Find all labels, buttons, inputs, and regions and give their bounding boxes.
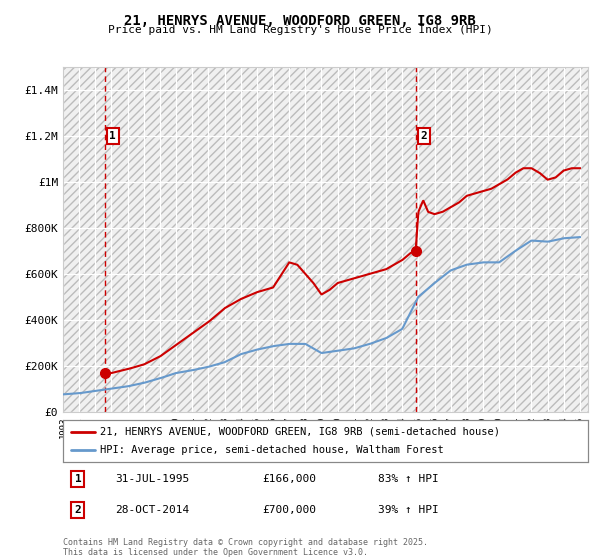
Text: 1: 1: [109, 131, 116, 141]
Text: 39% ↑ HPI: 39% ↑ HPI: [378, 505, 439, 515]
Text: £166,000: £166,000: [263, 474, 317, 484]
Text: £700,000: £700,000: [263, 505, 317, 515]
Text: 31-JUL-1995: 31-JUL-1995: [115, 474, 190, 484]
Text: 28-OCT-2014: 28-OCT-2014: [115, 505, 190, 515]
Text: HPI: Average price, semi-detached house, Waltham Forest: HPI: Average price, semi-detached house,…: [100, 445, 443, 455]
Text: 83% ↑ HPI: 83% ↑ HPI: [378, 474, 439, 484]
Text: 21, HENRYS AVENUE, WOODFORD GREEN, IG8 9RB: 21, HENRYS AVENUE, WOODFORD GREEN, IG8 9…: [124, 14, 476, 28]
Text: 21, HENRYS AVENUE, WOODFORD GREEN, IG8 9RB (semi-detached house): 21, HENRYS AVENUE, WOODFORD GREEN, IG8 9…: [100, 427, 500, 437]
Text: 2: 2: [74, 505, 82, 515]
Text: 1: 1: [74, 474, 82, 484]
Text: 2: 2: [421, 131, 427, 141]
Text: Contains HM Land Registry data © Crown copyright and database right 2025.
This d: Contains HM Land Registry data © Crown c…: [63, 538, 428, 557]
Text: Price paid vs. HM Land Registry's House Price Index (HPI): Price paid vs. HM Land Registry's House …: [107, 25, 493, 35]
